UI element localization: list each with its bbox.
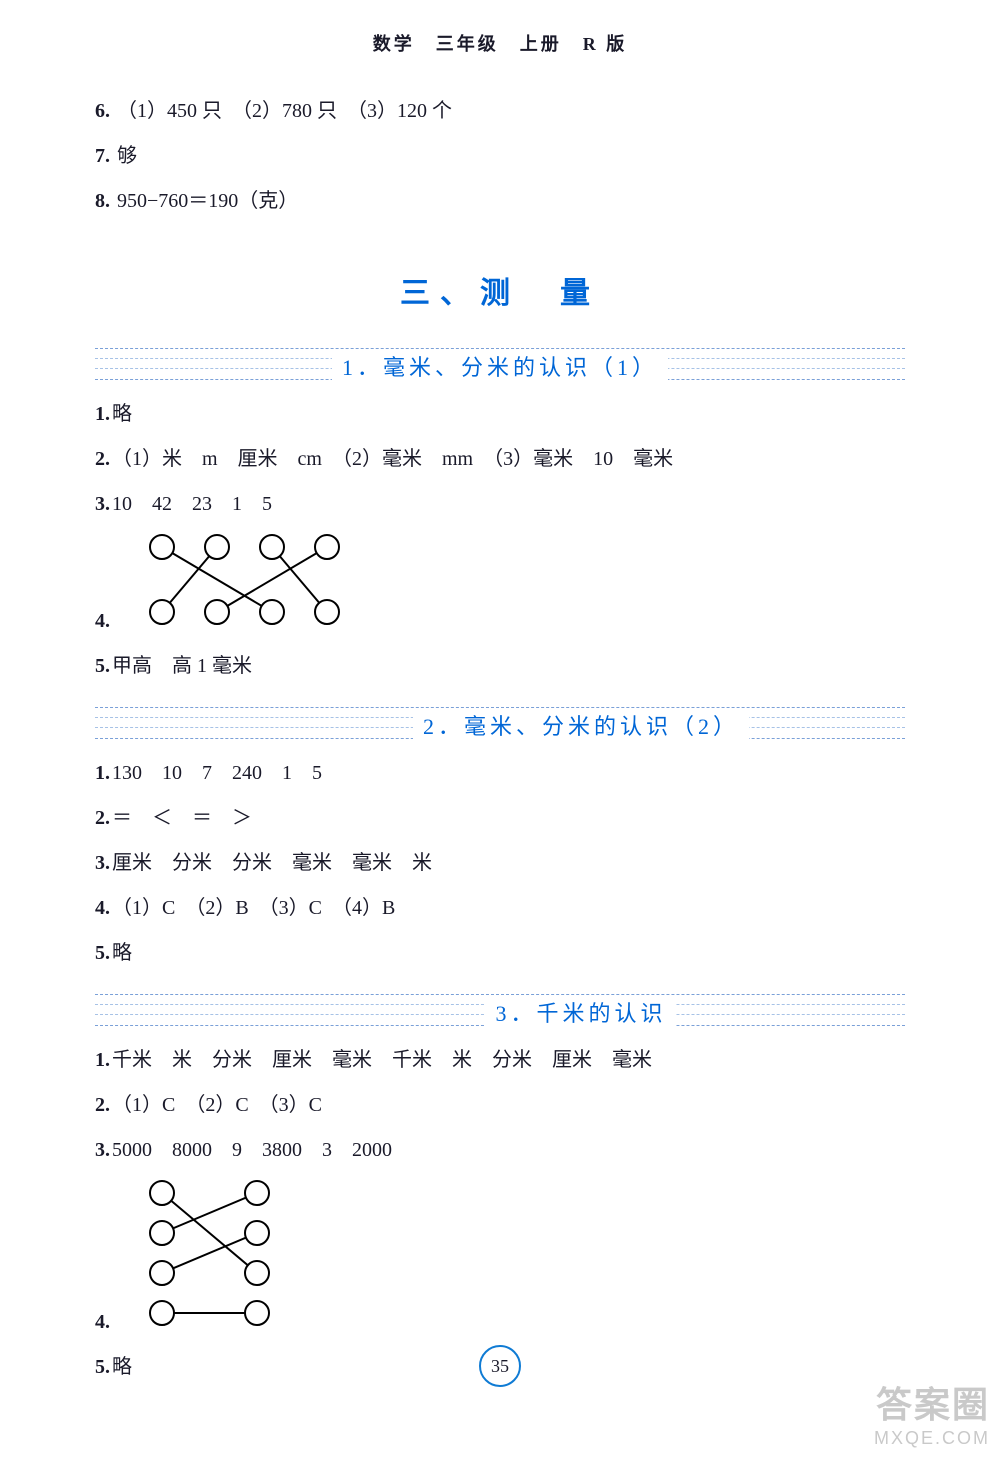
answer-item: 7. 够 (95, 139, 905, 173)
answer-item: 1.略 (95, 397, 905, 431)
answer-item: 2.（1）C （2）C （3）C (95, 1088, 905, 1122)
answer-item: 2.＝ ＜ ＝ ＞ (95, 801, 905, 835)
top-answers: 6. （1）450 只 （2）780 只 （3）120 个 7. 够 8. 95… (95, 94, 905, 218)
answer-number: 7. (95, 145, 110, 167)
matching-diagram (147, 1311, 287, 1333)
section-answers: 1.略 2.（1）米 m 厘米 cm （2）毫米 mm （3）毫米 10 毫米 … (95, 397, 905, 683)
chapter-title: 三、测 量 (95, 268, 905, 312)
answer-item: 1.千米 米 分米 厘米 毫米 千米 米 分米 厘米 毫米 (95, 1043, 905, 1077)
answer-item: 4. (95, 1178, 905, 1339)
section-heading: 3．千米的认识 (95, 988, 905, 1032)
answer-number: 6. (95, 100, 110, 122)
answer-text: （1）450 只 （2）780 只 （3）120 个 (117, 100, 452, 122)
section-title: 3．千米的认识 (485, 996, 676, 1028)
answer-item: 3.厘米 分米 分米 毫米 毫米 米 (95, 846, 905, 880)
answer-item: 4. (95, 532, 905, 638)
section-heading: 2．毫米、分米的认识（2） (95, 701, 905, 745)
answer-text: 950−760＝190（克） (117, 190, 298, 212)
matching-diagram (147, 610, 377, 632)
answer-text: 够 (117, 145, 137, 167)
section-title: 1．毫米、分米的认识（1） (332, 350, 668, 382)
page-number: 35 (479, 1345, 521, 1387)
answer-item: 6. （1）450 只 （2）780 只 （3）120 个 (95, 94, 905, 128)
answer-item: 4.（1）C （2）B （3）C （4）B (95, 891, 905, 925)
section-answers: 1.130 10 7 240 1 5 2.＝ ＜ ＝ ＞ 3.厘米 分米 分米 … (95, 756, 905, 970)
page-header: 数学 三年级 上册 R 版 (95, 30, 905, 56)
answer-item: 5.甲高 高 1 毫米 (95, 649, 905, 683)
watermark-line2: MXQE.COM (874, 1428, 990, 1449)
answer-item: 8. 950−760＝190（克） (95, 184, 905, 218)
answer-item: 3.5000 8000 9 3800 3 2000 (95, 1133, 905, 1167)
section-heading: 1．毫米、分米的认识（1） (95, 342, 905, 386)
watermark-line1: 答案圈 (874, 1376, 990, 1428)
answer-item: 2.（1）米 m 厘米 cm （2）毫米 mm （3）毫米 10 毫米 (95, 442, 905, 476)
answer-number: 8. (95, 190, 110, 212)
watermark: 答案圈 MXQE.COM (874, 1376, 990, 1449)
section-answers: 1.千米 米 分米 厘米 毫米 千米 米 分米 厘米 毫米 2.（1）C （2）… (95, 1043, 905, 1384)
answer-item: 3.10 42 23 1 5 (95, 487, 905, 521)
answer-item: 1.130 10 7 240 1 5 (95, 756, 905, 790)
answer-item: 5.略 (95, 936, 905, 970)
section-title: 2．毫米、分米的认识（2） (413, 709, 749, 741)
